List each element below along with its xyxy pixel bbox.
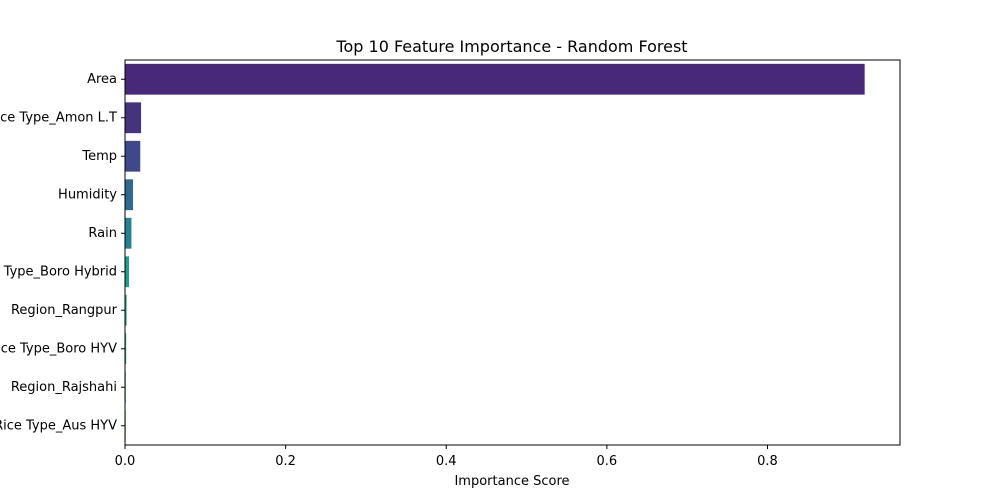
y-tick-label: Temp <box>81 149 117 164</box>
bar-4 <box>125 217 132 249</box>
x-axis-ticks: 0.0 0.2 0.4 0.6 0.8 <box>115 445 778 469</box>
x-tick-label: 0.6 <box>597 454 618 469</box>
x-tick-label: 0.0 <box>115 454 136 469</box>
y-tick-label: Rice Type_Aus HYV <box>0 418 117 433</box>
y-tick-label: Rice Type_Boro HYV <box>0 341 117 356</box>
y-tick-label: Rice Type_Boro Hybrid <box>0 264 117 279</box>
plot-frame <box>124 59 901 446</box>
y-tick-label: Region_Rajshahi <box>11 380 117 395</box>
bar-5 <box>125 256 130 288</box>
bar-2 <box>125 140 141 172</box>
bar-3 <box>125 179 134 211</box>
bar-6 <box>125 294 127 326</box>
bars-group <box>125 63 865 442</box>
bar-0 <box>125 63 865 95</box>
y-tick-label: Humidity <box>58 187 117 202</box>
y-tick-label: Area <box>87 72 117 87</box>
y-tick-label: Rice Type_Amon L.T <box>0 110 117 125</box>
chart-title: Top 10 Feature Importance - Random Fores… <box>335 37 687 56</box>
x-tick-label: 0.4 <box>436 454 457 469</box>
x-tick-label: 0.8 <box>757 454 778 469</box>
bar-1 <box>125 102 142 134</box>
y-tick-label: Rain <box>88 226 117 241</box>
y-axis-ticks: Area Rice Type_Amon L.T Temp Humidity Rain Ri… <box>0 72 125 433</box>
x-tick-label: 0.2 <box>275 454 296 469</box>
y-tick-label: Region_Rangpur <box>11 303 118 318</box>
bar-7 <box>125 333 127 365</box>
x-axis-label: Importance Score <box>454 474 569 489</box>
